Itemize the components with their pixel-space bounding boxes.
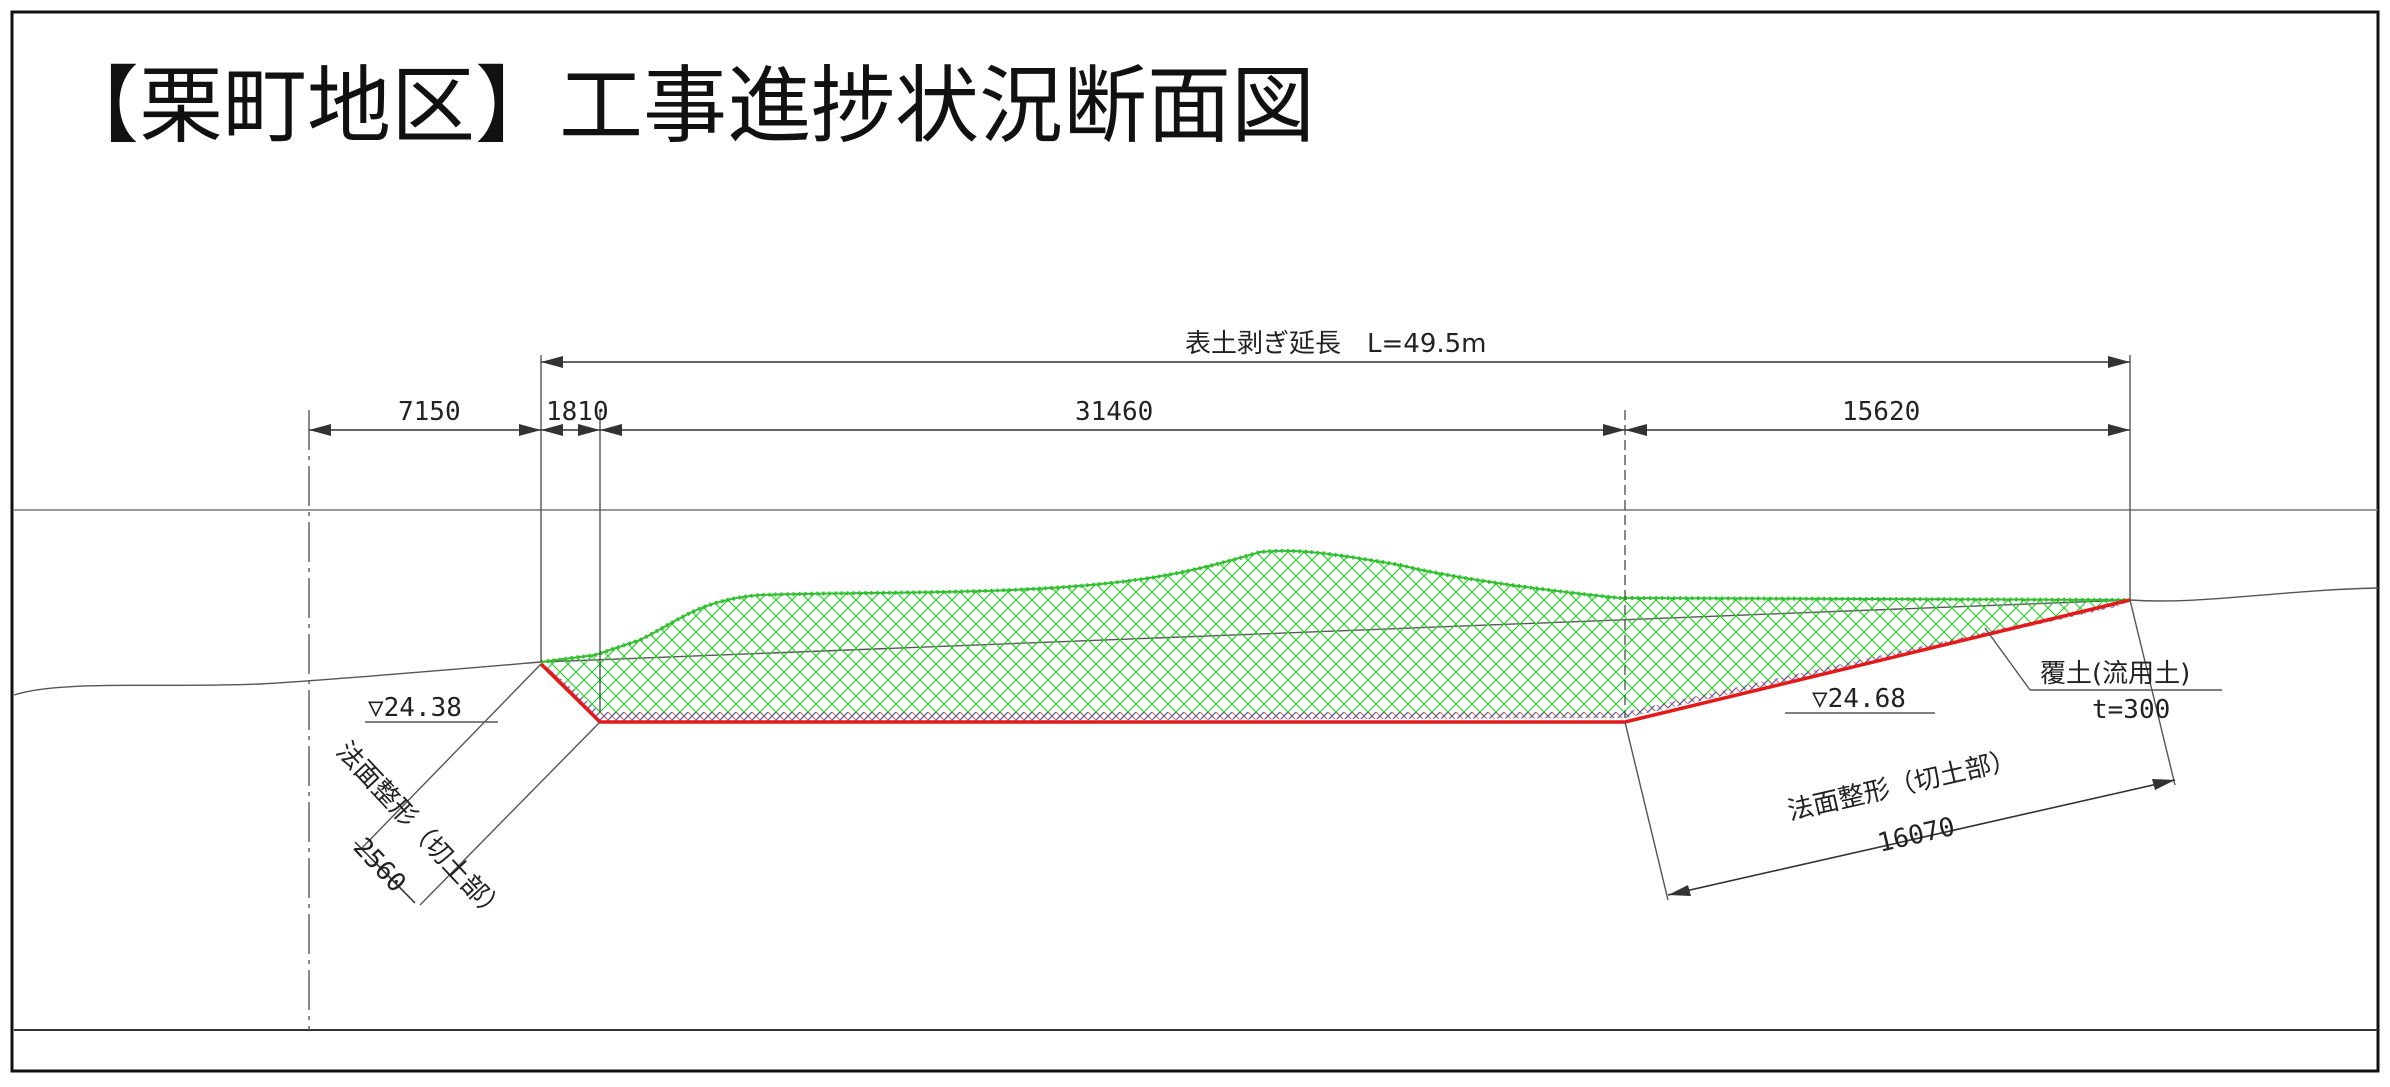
left-elevation: ▽24.38 [368,693,462,723]
cover-soil-leader [1984,627,2031,691]
right-slope-extension-1 [1624,721,1669,901]
right-slope-dimension-line [1667,779,2176,896]
cut-surface-band [541,600,2130,722]
cut-line [539,598,2131,724]
page-title: 【栗町地区】工事進捗状況断面図 [55,57,1315,155]
right-slope-length: 16070 [1875,812,1958,859]
overall-dimension-label: 表土剥ぎ延長 L=49.5m [1185,329,1487,359]
right-slope-extension-2 [2129,599,2176,786]
left-slope-dimension-line [354,841,416,904]
right-elevation: ▽24.68 [1812,684,1906,714]
embankment-outline [540,549,2131,663]
dimension-1810: 1810 [546,397,609,427]
cover-soil-thickness: t=300 [2092,695,2170,725]
left-slope-extension-2 [419,721,601,906]
dimension-15620: 15620 [1842,397,1920,427]
left-slope-extension-1 [359,663,542,851]
left-slope-label: 法面整形（切土部） [330,736,512,928]
existing-ground-line [13,587,2379,696]
cover-soil-label: 覆土(流用土) [2040,659,2190,689]
right-slope-label: 法面整形（切土部） [1785,745,2020,827]
dimension-31460: 31460 [1075,397,1153,427]
outer-frame [10,10,2380,1073]
dimension-7150: 7150 [398,397,461,427]
